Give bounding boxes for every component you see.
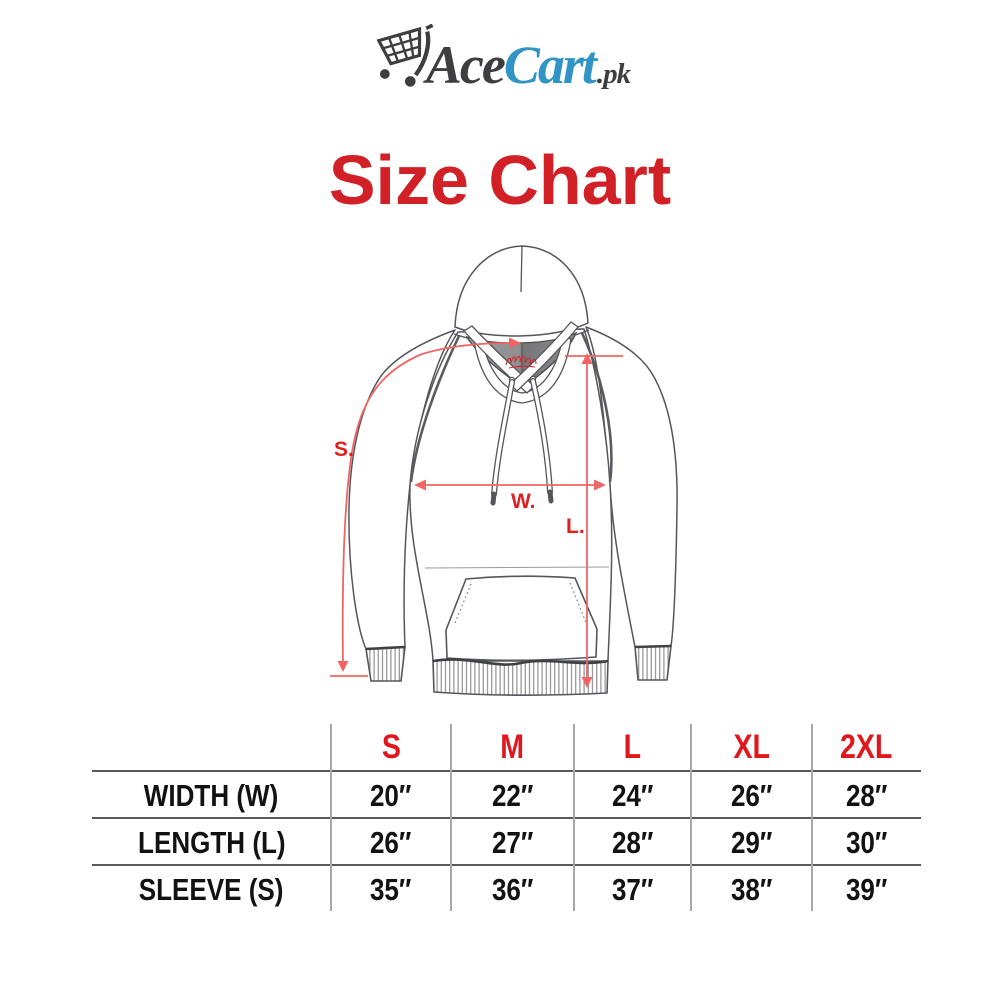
table-vertical-line-1 [330,724,332,911]
header-empty [92,722,331,772]
table-vertical-line-4 [690,724,692,911]
header-s: S [381,727,401,766]
length-label: L. [566,515,585,538]
table-horizontal-line-3 [92,864,921,866]
chest-seam [424,566,610,569]
hem-ribbing [432,658,609,696]
logo-brand-secondary: Cart [503,35,597,95]
header-l: L [623,727,642,766]
sleeve-2xl-value: 39″ [845,871,888,907]
length-s-value: 26″ [370,824,412,860]
kangaroo-pocket [445,575,598,662]
size-table: S M L XL 2XL WIDTH (W) 20″ 22″ 24″ 26″ 2… [92,722,921,913]
logo-brand-suffix: .pk [596,58,631,90]
page-title: Size Chart [328,141,672,219]
neckband [473,336,572,404]
logo-inner: Ace Cart .pk [370,23,631,95]
sleeve-m-value: 36″ [491,871,534,907]
right-raglan-seam [580,332,613,483]
header-xl: XL [733,727,770,766]
row-label-width: WIDTH (W) [144,777,279,813]
sleeve-l-value: 37″ [611,871,654,907]
left-cuff-ribbing [365,645,406,682]
length-l-value: 28″ [611,824,654,860]
left-raglan-seam [409,335,461,483]
hoodie-diagram: S. W. L. [330,240,690,710]
measurement-lines [330,342,623,684]
header-m: M [500,727,525,766]
width-xl-value: 26″ [730,777,773,813]
length-xl-value: 29″ [730,824,773,860]
hoodie-body [348,326,678,662]
table-vertical-line-3 [573,724,575,911]
length-m-value: 27″ [491,824,534,860]
hoodie-diagram-svg: S. W. L. [330,245,678,696]
shopping-cart-icon-svg [376,23,434,87]
drawstrings [490,378,554,506]
width-m-value: 22″ [491,777,534,813]
measurement-arrowheads [337,337,606,688]
table-horizontal-line-2 [92,817,921,819]
sleeve-measure-line [341,342,515,666]
table-horizontal-line-1 [92,770,921,772]
row-label-length: LENGTH (L) [137,824,286,860]
sleeve-s-value: 35″ [370,871,412,907]
right-cuff-ribbing [634,644,672,681]
width-s-value: 20″ [370,777,412,813]
logo-brand-primary: Ace [425,35,506,95]
header-2xl: 2XL [840,727,893,766]
width-l-value: 24″ [611,777,654,813]
logo: Ace Cart .pk [0,23,1000,95]
sleeve-xl-value: 38″ [730,871,773,907]
width-label: W. [511,490,536,513]
width-2xl-value: 28″ [845,777,888,813]
length-2xl-value: 30″ [845,824,888,860]
table-vertical-line-2 [450,724,452,911]
row-label-sleeve: SLEEVE (S) [139,871,284,907]
shopping-cart-icon [370,23,440,95]
sleeve-label: S. [334,438,354,461]
neck-brand-script [505,355,537,369]
table-vertical-line-5 [811,724,813,911]
